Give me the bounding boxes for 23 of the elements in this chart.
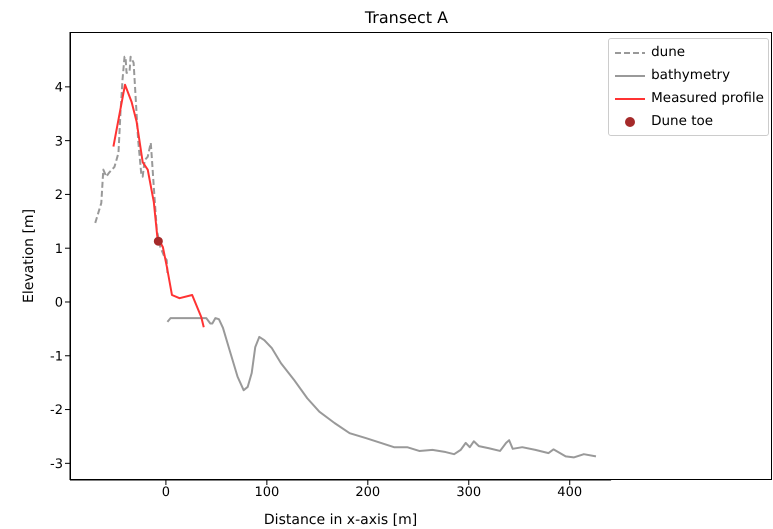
- line-series: [112, 84, 205, 328]
- x-tick-label: 400: [557, 485, 582, 500]
- y-tick-label: -3: [50, 456, 63, 472]
- x-tick-label: 0: [162, 485, 170, 500]
- x-axis-title: Distance in x-axis [m]: [264, 512, 418, 528]
- y-tick-label: 2: [54, 188, 63, 204]
- chart-title: Transect A: [364, 8, 450, 27]
- y-tick-label: 4: [54, 80, 63, 96]
- legend-label: bathymetry: [651, 66, 730, 85]
- line-series: [166, 317, 597, 458]
- y-tick-label: -2: [50, 403, 63, 418]
- y-tick-label: 0: [54, 296, 63, 311]
- y-axis-title: Elevation [m]: [20, 208, 37, 304]
- legend-label: Dune toe: [651, 112, 714, 131]
- x-tick-label: 100: [254, 485, 280, 500]
- x-tick-label: 300: [456, 485, 482, 500]
- y-tick-label: 1: [54, 242, 63, 257]
- line-series: [94, 56, 168, 274]
- x-tick-label: 200: [355, 485, 380, 500]
- y-tick-label: -1: [50, 349, 63, 364]
- y-tick-label: 3: [54, 134, 63, 150]
- legend-label: dune: [651, 43, 686, 62]
- legend-label: Measured profile: [651, 89, 764, 108]
